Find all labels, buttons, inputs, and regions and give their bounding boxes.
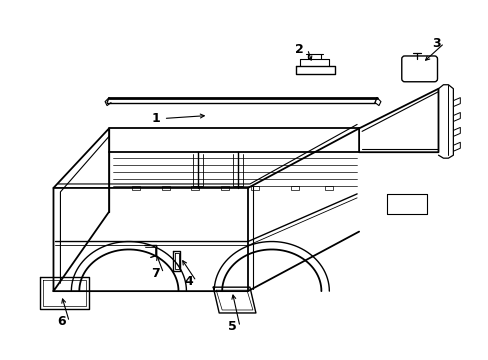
Bar bbox=[162, 186, 169, 190]
Bar bbox=[325, 186, 333, 190]
Bar bbox=[290, 186, 298, 190]
Bar bbox=[132, 186, 140, 190]
Text: 2: 2 bbox=[295, 42, 304, 55]
Text: 4: 4 bbox=[183, 275, 192, 288]
Text: 5: 5 bbox=[227, 320, 236, 333]
Bar bbox=[250, 186, 258, 190]
Bar bbox=[191, 186, 199, 190]
Text: 1: 1 bbox=[151, 112, 160, 125]
Bar bbox=[221, 186, 229, 190]
Text: 3: 3 bbox=[431, 37, 440, 50]
Text: 7: 7 bbox=[151, 267, 160, 280]
Text: 6: 6 bbox=[57, 315, 65, 328]
